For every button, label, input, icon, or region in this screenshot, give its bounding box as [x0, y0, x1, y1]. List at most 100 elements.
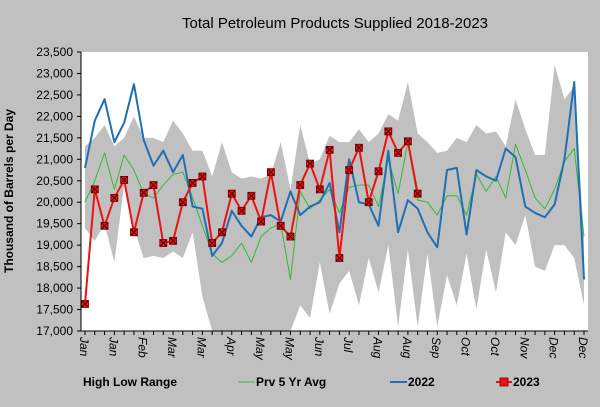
- x-tick-label: Sep: [429, 337, 443, 359]
- marker-x: [326, 146, 333, 154]
- y-tick-label: 23,500: [36, 45, 73, 59]
- x-tick-label: May: [282, 337, 296, 361]
- data-point-2023: [355, 143, 363, 152]
- marker-x: [365, 198, 373, 206]
- legend-avg: Prv 5 Yr Avg: [256, 375, 326, 389]
- marker-x: [110, 194, 118, 202]
- y-tick-label: 17,000: [36, 324, 73, 338]
- marker-x: [404, 137, 412, 145]
- marker-x: [120, 176, 128, 184]
- x-tick-label: Nov: [517, 337, 531, 359]
- legend-range: High Low Range: [83, 375, 177, 389]
- x-tick-label: Oct: [488, 337, 502, 356]
- data-point-2023: [139, 188, 148, 197]
- data-point-2023: [384, 127, 393, 136]
- x-tick-label: Dec: [547, 337, 561, 358]
- marker-x: [394, 149, 402, 157]
- marker-x: [336, 254, 343, 262]
- marker-x: [81, 300, 89, 308]
- data-point-2023: [208, 239, 217, 247]
- legend-2023: 2023: [513, 375, 540, 389]
- data-point-2023: [403, 137, 412, 146]
- y-tick-label: 20,000: [36, 195, 73, 209]
- marker-x: [189, 179, 196, 187]
- data-point-2023: [394, 148, 402, 157]
- data-point-2023: [325, 145, 334, 154]
- data-point-2023: [110, 194, 119, 202]
- y-tick-label: 18,000: [36, 281, 73, 295]
- marker-x: [169, 237, 177, 245]
- data-point-2023: [130, 228, 138, 237]
- x-tick-label: Dec: [576, 337, 590, 358]
- marker-x: [130, 228, 138, 236]
- marker-x: [159, 239, 167, 247]
- x-tick-label: Mar: [194, 337, 208, 359]
- marker-x: [375, 167, 382, 175]
- marker-x: [257, 218, 265, 225]
- data-point-2023: [296, 181, 305, 189]
- marker-x: [247, 192, 255, 200]
- data-point-2023: [237, 206, 246, 215]
- marker-x: [140, 189, 148, 197]
- data-point-2023: [100, 221, 109, 230]
- x-tick-label: Feb: [136, 337, 150, 358]
- x-tick-label: Aug: [371, 336, 385, 359]
- data-point-2023: [188, 179, 197, 187]
- data-point-2023: [149, 181, 158, 189]
- marker-x: [238, 207, 245, 215]
- data-point-2023: [306, 159, 314, 168]
- y-tick-label: 21,000: [36, 152, 73, 166]
- y-tick-label: 18,500: [36, 260, 73, 274]
- data-point-2023: [120, 176, 129, 184]
- marker-x: [316, 186, 324, 193]
- x-tick-label: Jul: [341, 336, 355, 353]
- x-tick-label: May: [253, 337, 267, 361]
- data-point-2023: [169, 236, 177, 245]
- data-point-2023: [159, 239, 168, 247]
- y-axis-label: Thousand of Barrels per Day: [2, 109, 16, 273]
- data-point-2023: [413, 189, 422, 198]
- data-point-2023: [315, 185, 324, 194]
- data-point-2023: [198, 172, 207, 181]
- marker-x: [277, 222, 285, 230]
- data-point-2023: [267, 168, 275, 177]
- marker-x: [228, 190, 236, 197]
- marker-x: [218, 228, 226, 236]
- y-tick-label: 22,500: [36, 88, 73, 102]
- legend-2022: 2022: [408, 375, 435, 389]
- y-tick-label: 19,500: [36, 217, 73, 231]
- marker-x: [199, 173, 206, 180]
- data-point-2023: [218, 228, 226, 237]
- marker-x: [208, 239, 216, 247]
- chart-title: Total Petroleum Products Supplied 2018-2…: [182, 15, 488, 32]
- marker-x: [345, 166, 353, 174]
- data-point-2023: [364, 198, 373, 207]
- marker-x: [355, 144, 363, 152]
- marker-x: [101, 222, 108, 230]
- y-tick-label: 20,500: [36, 174, 73, 188]
- y-tick-label: 22,000: [36, 109, 73, 123]
- x-tick-label: Aug: [400, 336, 414, 359]
- x-tick-label: Mar: [165, 337, 179, 359]
- y-tick-label: 23,000: [36, 66, 73, 80]
- x-tick-label: Jan: [77, 336, 91, 357]
- data-point-2023: [257, 217, 266, 226]
- data-point-2023: [178, 198, 187, 207]
- y-tick-label: 19,000: [36, 238, 73, 252]
- data-point-2023: [335, 254, 344, 262]
- data-point-2023: [276, 221, 285, 230]
- x-tick-label: Apr: [224, 336, 238, 357]
- marker-x: [287, 233, 294, 240]
- marker-x: [179, 198, 187, 206]
- marker-x: [150, 181, 157, 189]
- x-tick-label: Jan: [106, 336, 120, 357]
- marker-x: [267, 168, 275, 176]
- data-point-2023: [81, 300, 89, 308]
- legend-2023-marker: [499, 377, 509, 387]
- data-point-2023: [345, 166, 354, 174]
- data-point-2023: [227, 189, 236, 198]
- marker-x: [384, 128, 392, 135]
- y-tick-label: 21,500: [36, 131, 73, 145]
- marker-x: [306, 160, 314, 167]
- data-point-2023: [286, 232, 295, 241]
